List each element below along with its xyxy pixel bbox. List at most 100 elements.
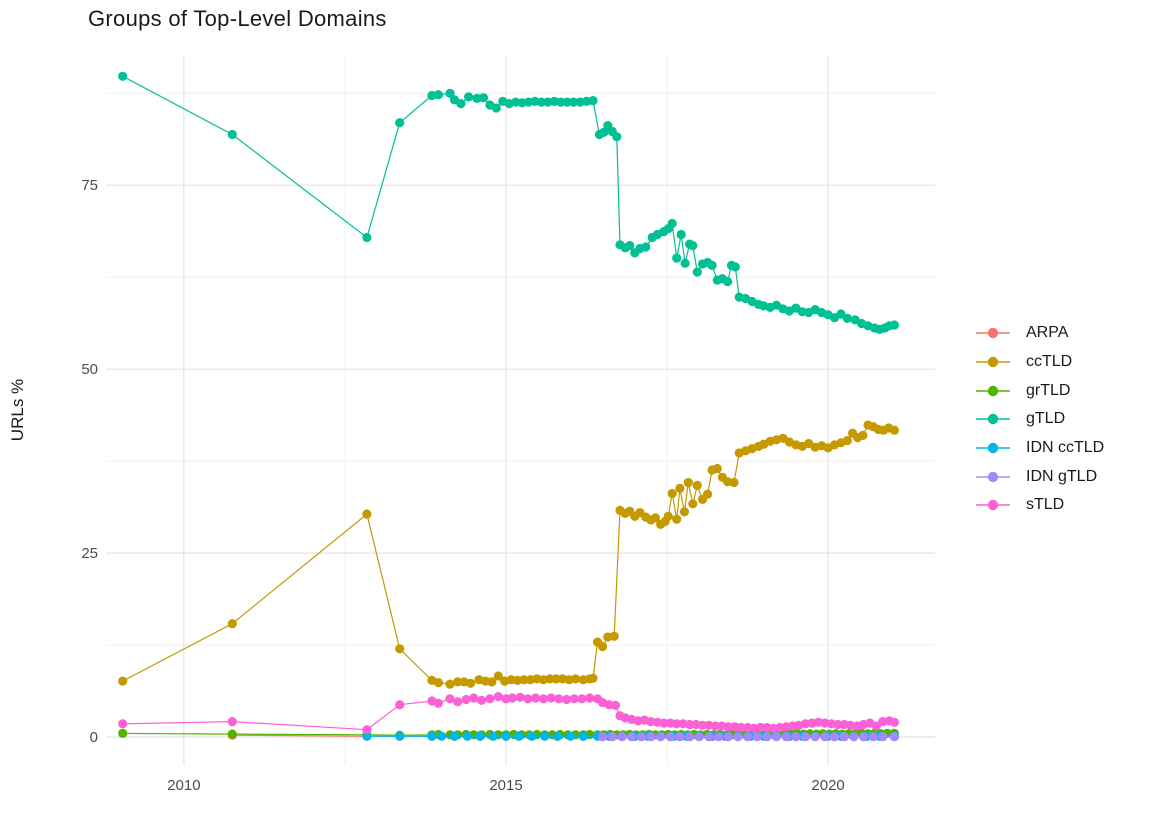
data-point xyxy=(562,694,572,705)
data-point xyxy=(554,694,564,704)
legend-key-icon xyxy=(976,328,1010,339)
data-point xyxy=(227,729,237,739)
data-point xyxy=(672,253,682,263)
data-point xyxy=(791,732,801,742)
data-point xyxy=(395,644,405,654)
data-point xyxy=(588,673,598,683)
data-point xyxy=(712,463,722,474)
legend-dot xyxy=(987,385,999,396)
data-point xyxy=(491,103,501,113)
data-point xyxy=(800,732,811,742)
data-point xyxy=(688,499,698,509)
data-point xyxy=(675,483,685,493)
data-point xyxy=(362,509,372,519)
x-tick-label: 2015 xyxy=(489,777,522,794)
data-point xyxy=(527,731,537,741)
data-point xyxy=(118,71,128,81)
data-point xyxy=(752,732,762,742)
data-point xyxy=(118,676,128,686)
data-point xyxy=(839,732,849,742)
data-point xyxy=(227,619,237,629)
data-point xyxy=(723,732,733,742)
data-point xyxy=(663,511,673,521)
data-point xyxy=(810,732,820,742)
data-point xyxy=(118,728,128,739)
data-point xyxy=(362,725,372,735)
legend-dot xyxy=(987,471,999,482)
legend-key-icon xyxy=(976,385,1010,396)
legend-item-label: ARPA xyxy=(1026,324,1069,342)
data-point xyxy=(858,430,868,440)
data-point xyxy=(515,692,525,702)
data-point xyxy=(556,97,566,107)
data-point xyxy=(755,722,766,733)
data-point xyxy=(475,731,485,741)
data-point xyxy=(675,732,685,742)
data-point xyxy=(507,693,517,703)
legend-key-icon xyxy=(976,356,1010,368)
data-point xyxy=(437,731,447,741)
data-point xyxy=(889,320,900,330)
data-point xyxy=(842,313,853,323)
data-point xyxy=(469,693,479,703)
gridlines-minor xyxy=(106,55,935,765)
data-point xyxy=(578,731,588,741)
data-point xyxy=(598,732,608,742)
data-point xyxy=(636,732,646,742)
data-point xyxy=(362,232,372,243)
legend-key-icon xyxy=(976,442,1010,454)
legend: ARPA ccTLD grTLD gTLD IDN ccTLD IDN gTLD sTLD xyxy=(975,319,1104,520)
legend-item-gtld: gTLD xyxy=(975,405,1104,434)
data-point xyxy=(868,732,878,742)
data-point xyxy=(433,90,443,100)
data-point xyxy=(227,129,237,140)
data-point xyxy=(672,719,682,729)
data-point xyxy=(395,118,405,128)
legend-dot xyxy=(987,442,999,454)
data-point xyxy=(659,718,669,728)
data-point xyxy=(569,97,579,107)
data-point xyxy=(577,694,587,704)
data-point xyxy=(433,678,443,688)
y-tick-label: 25 xyxy=(81,545,98,562)
data-point xyxy=(771,732,782,742)
data-point xyxy=(445,88,455,98)
data-point xyxy=(889,425,900,435)
data-point xyxy=(362,731,372,741)
data-point xyxy=(545,674,555,684)
data-point xyxy=(551,674,561,684)
data-point xyxy=(723,722,733,732)
data-point xyxy=(858,732,869,742)
data-point xyxy=(703,489,713,499)
data-point xyxy=(641,242,651,252)
data-point xyxy=(704,732,714,742)
data-point xyxy=(612,132,622,142)
data-point xyxy=(585,693,595,703)
data-point xyxy=(487,677,497,687)
data-point xyxy=(667,218,677,229)
y-tick-label: 75 xyxy=(81,177,98,194)
data-point xyxy=(729,477,739,488)
data-point xyxy=(889,717,900,727)
data-point xyxy=(395,700,405,710)
x-tick-label: 2020 xyxy=(811,777,844,794)
data-point xyxy=(714,732,724,742)
data-point xyxy=(607,732,617,742)
data-point xyxy=(679,507,690,517)
series-cctld xyxy=(118,420,900,689)
data-point xyxy=(493,692,503,702)
data-point xyxy=(445,679,455,689)
data-point xyxy=(552,731,563,741)
data-point xyxy=(118,719,128,729)
data-point xyxy=(692,267,702,277)
data-point xyxy=(697,720,708,730)
data-point xyxy=(501,731,511,741)
data-point xyxy=(610,700,621,711)
data-point xyxy=(743,732,753,742)
data-point xyxy=(531,693,541,703)
series-gtld xyxy=(118,71,900,334)
data-point xyxy=(680,258,690,268)
data-point xyxy=(730,262,740,272)
